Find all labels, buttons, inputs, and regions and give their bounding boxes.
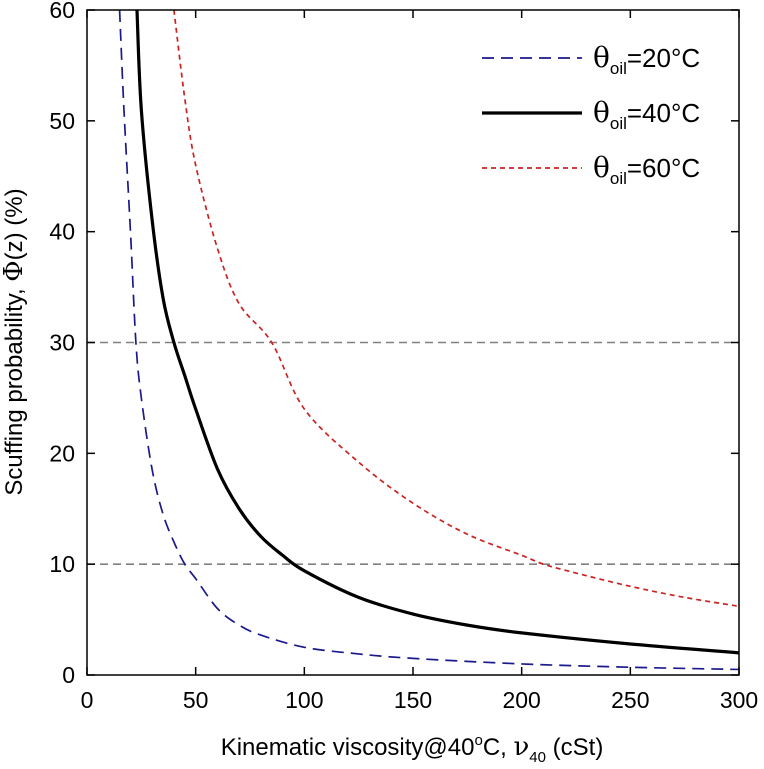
x-axis-title: Kinematic viscosity@40oC, ν40 (cSt) — [221, 732, 604, 766]
y-tick-label: 50 — [49, 108, 75, 134]
tick-marks — [86, 9, 740, 676]
x-tick-label: 0 — [81, 687, 94, 713]
legend-label-1: θoil=20°C — [593, 41, 700, 78]
x-tick-label: 50 — [183, 687, 209, 713]
y-axis-title: Scuffing probability, Φ(z) (%) — [0, 188, 29, 495]
y-tick-label: 20 — [49, 440, 75, 466]
series-line-1 — [118, 10, 739, 671]
y-tick-labels: 0 10 20 30 40 50 60 — [49, 0, 75, 688]
x-tick-labels: 0 50 100 150 200 250 300 — [81, 687, 759, 713]
x-tick-label: 250 — [611, 687, 649, 713]
y-tick-label: 30 — [49, 330, 75, 356]
x-tick-label: 300 — [720, 687, 758, 713]
series-layer — [118, 10, 739, 671]
x-tick-label: 200 — [502, 687, 540, 713]
x-tick-label: 100 — [285, 687, 323, 713]
reference-lines — [87, 341, 739, 565]
series-line-2 — [135, 10, 739, 655]
series-line-3 — [173, 10, 739, 608]
legend-label-2: θoil=40°C — [593, 96, 700, 133]
legend: θoil=20°C θoil=40°C θoil=60°C — [482, 41, 700, 188]
y-tick-label: 0 — [62, 662, 75, 688]
legend-label-3: θoil=60°C — [593, 151, 700, 188]
y-tick-label: 40 — [49, 219, 75, 245]
x-tick-label: 150 — [394, 687, 432, 713]
y-tick-label: 60 — [49, 0, 75, 23]
y-tick-label: 10 — [49, 551, 75, 577]
